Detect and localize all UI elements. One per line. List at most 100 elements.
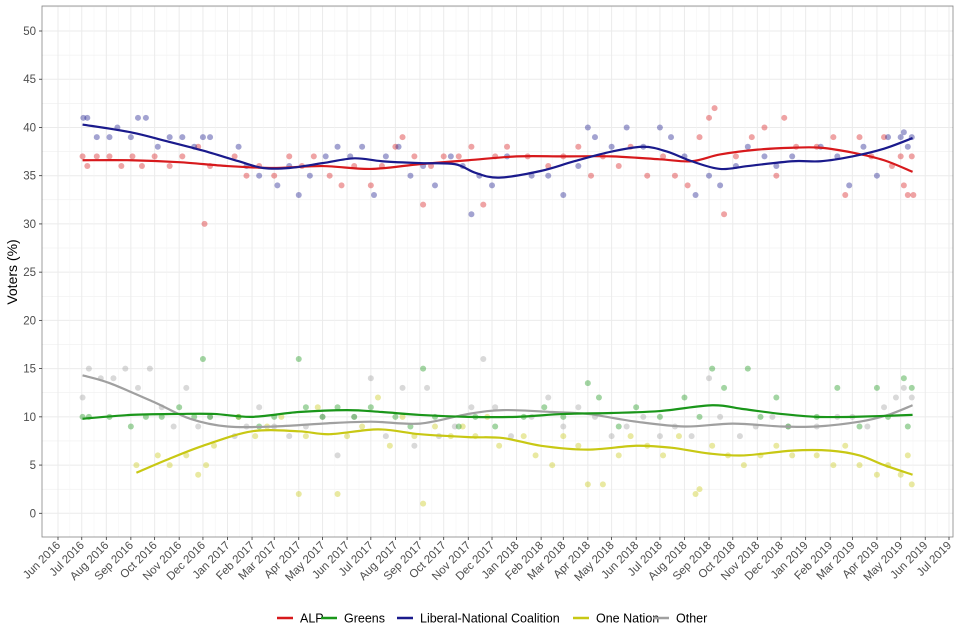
poll-point [195,423,202,430]
legend-label: ALP [300,612,324,626]
trend-lines [82,123,913,476]
poll-point [584,124,591,131]
poll-points-liberal-national-coalition [80,114,915,218]
poll-point [608,143,615,150]
legend-label: Other [676,612,707,626]
poll-point [744,365,751,372]
poll-point [274,182,281,189]
poll-point [892,394,899,401]
poll-point [615,452,622,459]
poll-point [351,413,358,420]
poll-point [757,413,764,420]
poll-point [382,153,389,160]
poll-point [575,163,582,170]
poll-point [106,153,113,160]
poll-point [908,384,915,391]
poll-point [118,163,125,170]
poll-point [256,404,263,411]
poll-point [706,375,713,382]
poll-point [736,433,743,440]
poll-point [428,163,435,170]
poll-point [575,404,582,411]
poll-point [211,442,218,449]
poll-point [322,153,329,160]
poll-point [480,355,487,362]
poll-point [420,365,427,372]
poll-point [873,384,880,391]
y-tick-label: 10 [23,412,36,424]
poll-point [127,134,134,141]
poll-point [675,433,682,440]
poll-point [492,404,499,411]
poll-point [295,191,302,198]
poll-point [721,211,728,218]
poll-point [392,143,399,150]
poll-point [830,462,837,469]
poll-point [748,134,755,141]
y-tick-label: 25 [23,267,36,279]
poll-point [151,153,158,160]
poll-point [549,462,556,469]
poll-points-one-nation [133,394,915,507]
poll-point [615,423,622,430]
poll-point [134,114,141,121]
poll-point [717,413,724,420]
poll-point [334,143,341,150]
poll-point [431,182,438,189]
poll-point [286,433,293,440]
poll-point [395,143,402,150]
poll-point [243,172,250,179]
trend-line-liberal-national-coalition [82,123,913,179]
poll-point [769,413,776,420]
poll-point [545,172,552,179]
poll-point [203,462,210,469]
legend: ALP Greens Liberal-National Coalition One N… [277,612,707,626]
poll-point [813,452,820,459]
poll-point [451,423,458,430]
poll-point [591,134,598,141]
poll-point [176,404,183,411]
poll-point [278,413,285,420]
poll-point [541,404,548,411]
poll-point [367,404,374,411]
poll-point [627,433,634,440]
poll-point [154,452,161,459]
poll-point [207,413,214,420]
poll-point [302,404,309,411]
poll-point [424,384,431,391]
poll-point [615,163,622,170]
poll-point [873,471,880,478]
poll-point [900,384,907,391]
poll-point [334,404,341,411]
poll-point [84,163,91,170]
poll-point [80,114,87,121]
poll-point [179,134,186,141]
poll-point [633,404,640,411]
poll-point [319,413,326,420]
poll-point [411,153,418,160]
poll-point [706,172,713,179]
poll-point [584,380,591,387]
poll-point [79,394,86,401]
poll-point [623,124,630,131]
poll-point [129,153,136,160]
poll-point [588,172,595,179]
poll-point [359,423,366,430]
poll-point [207,413,214,420]
poll-point [908,481,915,488]
poll-point [846,182,853,189]
poll-point [885,134,892,141]
poll-point [910,191,917,198]
poll-point [900,375,907,382]
poll-point [696,413,703,420]
poll-point [721,384,728,391]
y-tick-label: 5 [30,460,36,472]
poll-point [696,486,703,493]
poll-point [367,182,374,189]
poll-point [195,471,202,478]
poll-point [740,462,747,469]
trend-line-alp [82,146,913,173]
poll-point [334,452,341,459]
poll-point [235,143,242,150]
